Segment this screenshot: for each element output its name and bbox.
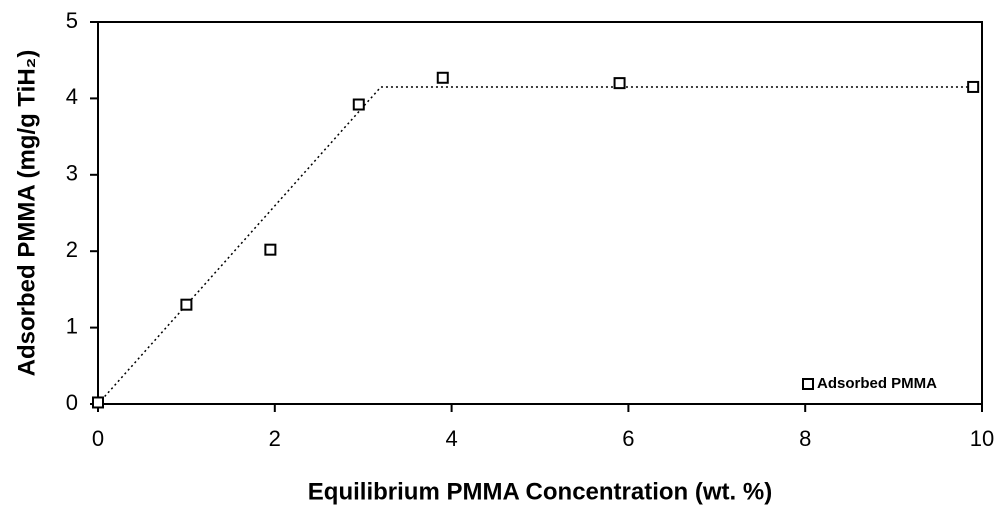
trend-line [97,86,982,405]
y-tick-label: 4 [66,84,78,109]
x-tick-label: 2 [269,426,281,451]
marker [180,298,193,311]
marker [92,396,104,409]
y-tick-label: 3 [66,161,78,186]
x-tick-label: 10 [970,426,994,451]
y-tick-label: 2 [66,237,78,262]
x-tick-label: 8 [799,426,811,451]
x-axis-label: Equilibrium PMMA Concentration (wt. %) [308,478,772,505]
x-tick-label: 0 [92,426,104,451]
marker [967,80,980,93]
legend-label: Adsorbed PMMA [817,375,937,392]
y-tick-label: 1 [66,313,78,338]
x-tick-label: 4 [445,426,457,451]
x-tick-label: 6 [622,426,634,451]
marker [613,77,626,90]
marker [352,98,365,111]
marker [264,243,277,256]
plot-frame [97,21,983,405]
y-tick-label: 0 [66,390,78,415]
y-axis-label: Adsorbed PMMA (mg/g TiH₂) [13,50,40,377]
legend-marker [802,378,814,390]
marker [436,71,449,84]
y-tick-label: 5 [66,8,78,33]
